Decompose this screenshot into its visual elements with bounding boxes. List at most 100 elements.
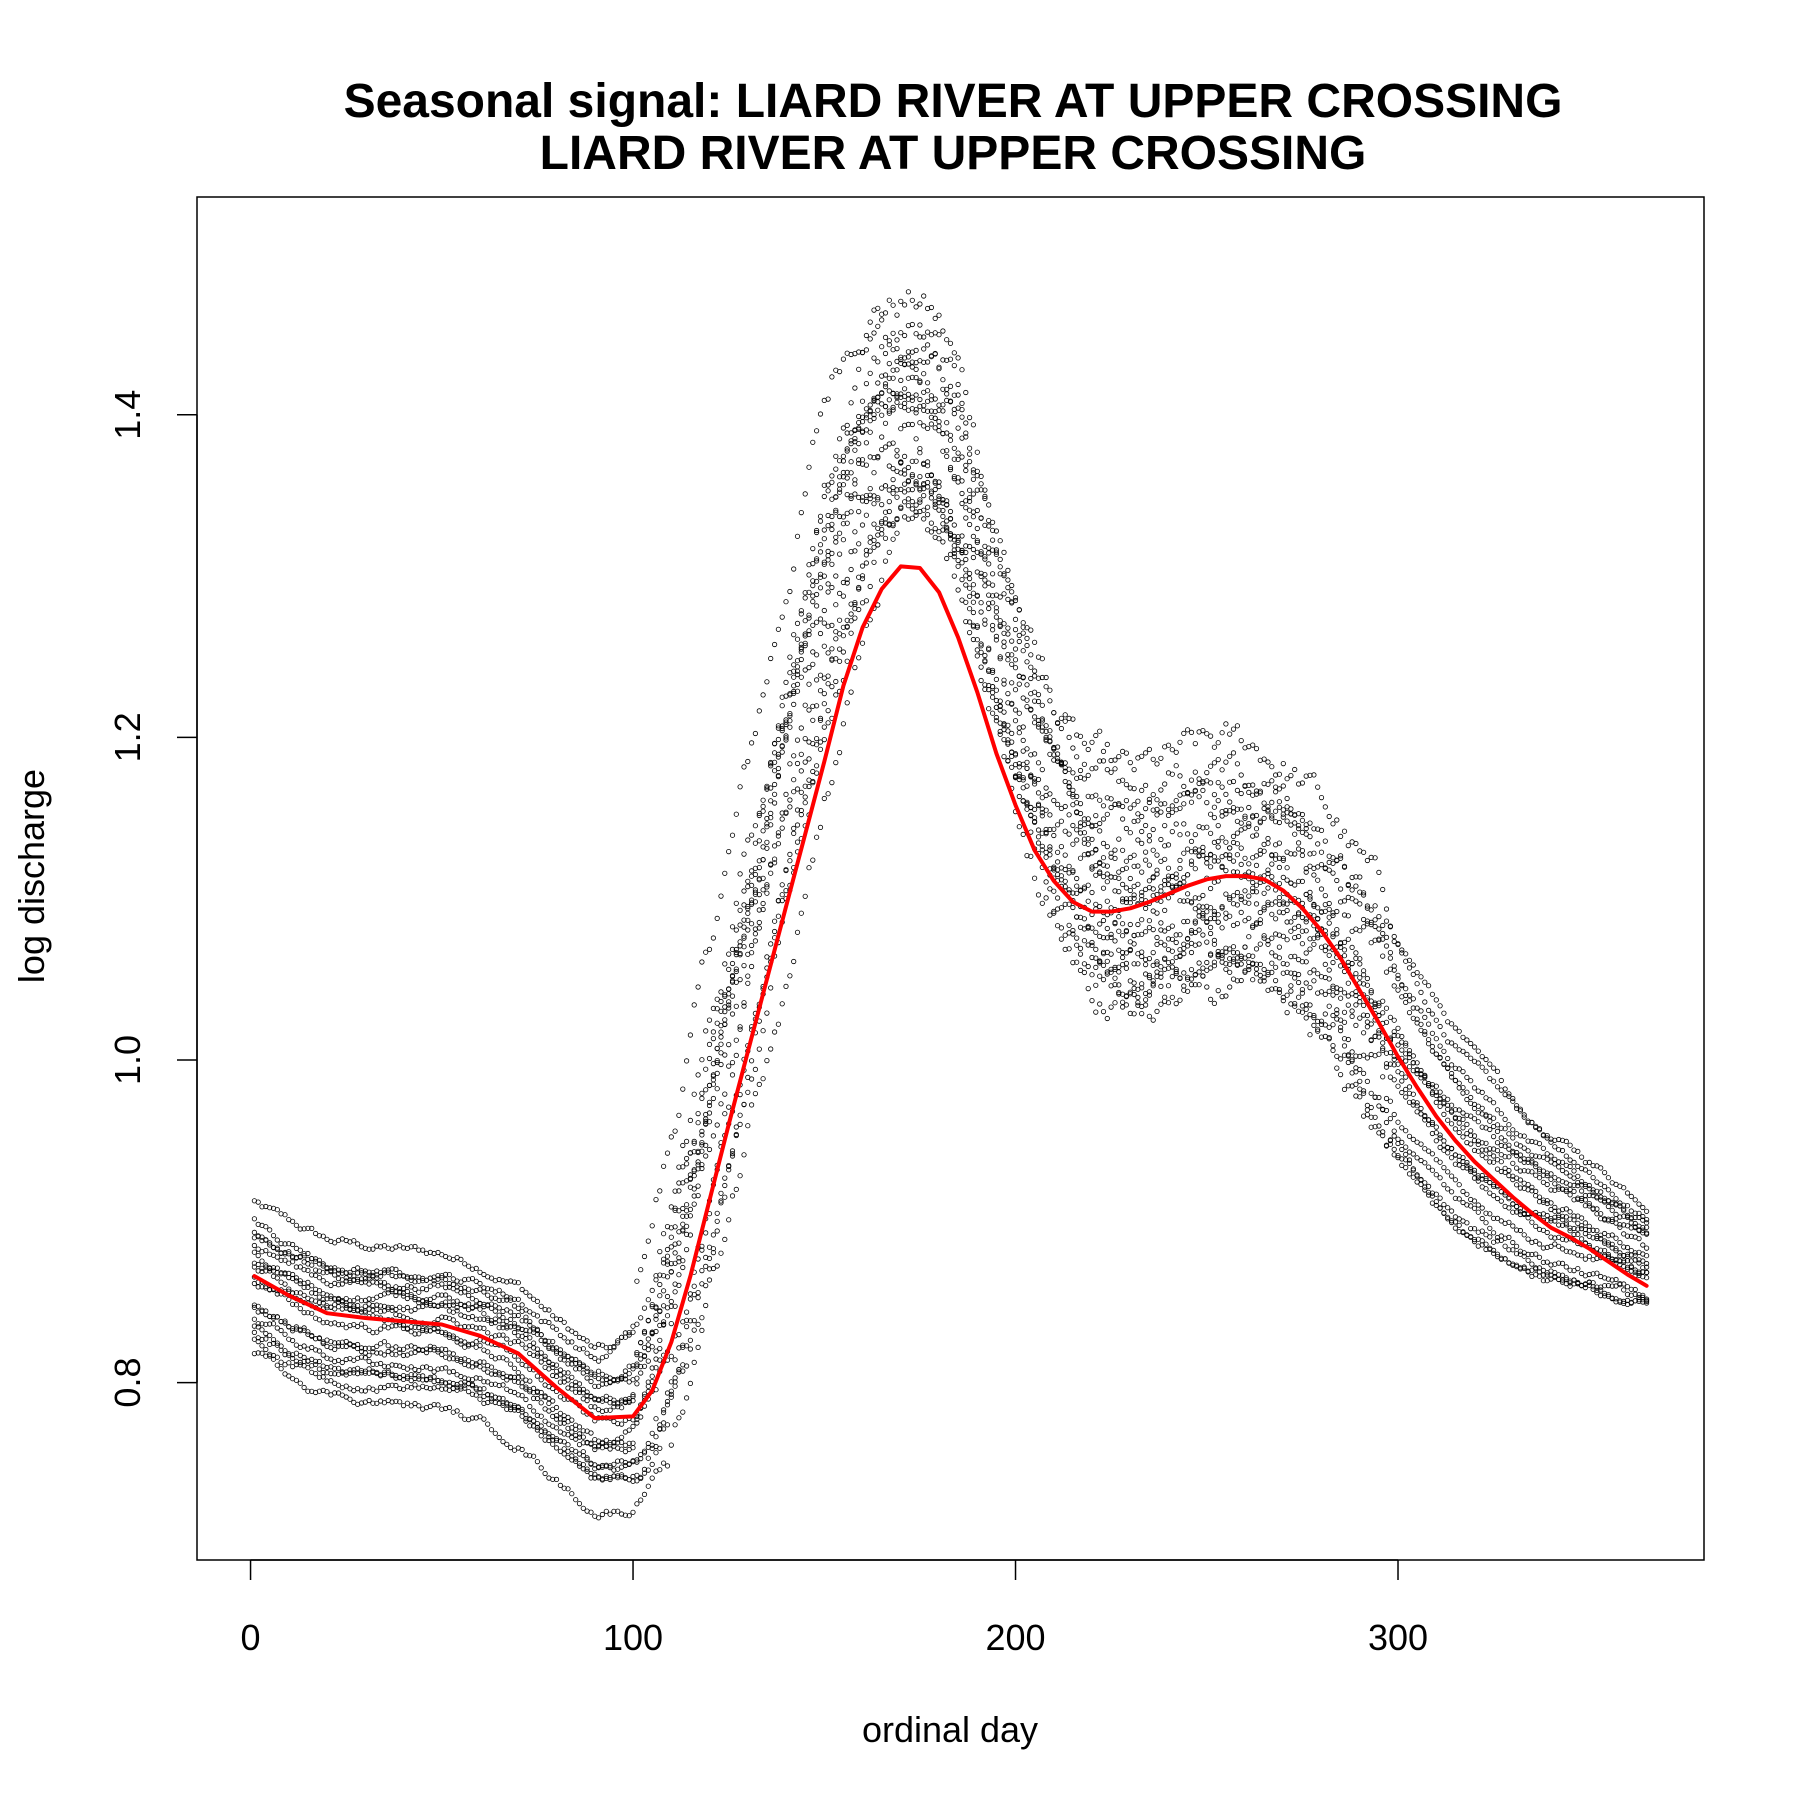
data-point — [393, 1266, 399, 1273]
data-point — [267, 1332, 273, 1339]
data-point — [959, 435, 965, 441]
data-point — [1104, 871, 1110, 877]
data-point — [913, 436, 919, 442]
data-point — [1414, 981, 1420, 987]
data-point — [408, 1324, 414, 1330]
data-point — [1586, 1253, 1592, 1259]
data-point — [1334, 989, 1340, 996]
data-point — [496, 1297, 502, 1304]
data-point — [592, 1446, 598, 1453]
data-point — [1582, 1183, 1589, 1190]
data-point — [1403, 1128, 1409, 1134]
data-point — [412, 1297, 418, 1303]
data-point — [1380, 998, 1386, 1004]
data-point — [844, 422, 850, 428]
data-point — [1590, 1163, 1596, 1169]
data-point — [408, 1244, 414, 1250]
data-point — [921, 293, 927, 299]
data-point — [393, 1292, 399, 1299]
data-point — [592, 1383, 598, 1389]
data-point — [1162, 781, 1168, 787]
data-point — [718, 1101, 724, 1107]
data-point — [1330, 870, 1336, 876]
data-point — [913, 366, 919, 372]
data-point — [1039, 718, 1045, 724]
data-point — [397, 1243, 403, 1249]
data-point — [959, 414, 965, 420]
data-point — [1081, 776, 1088, 782]
data-point — [1372, 923, 1378, 930]
data-point — [1238, 772, 1244, 778]
data-point — [538, 1303, 544, 1309]
data-point — [1131, 892, 1137, 898]
data-point — [1380, 1074, 1386, 1080]
data-point — [1253, 788, 1260, 794]
data-point — [1200, 892, 1206, 899]
data-point — [1104, 843, 1110, 850]
data-point — [848, 400, 854, 406]
data-point — [779, 725, 785, 732]
data-point — [1276, 799, 1283, 805]
data-point — [1143, 822, 1149, 829]
data-point — [966, 451, 973, 457]
data-point — [748, 882, 755, 889]
data-point — [328, 1293, 334, 1299]
data-point — [1100, 962, 1107, 969]
data-point — [1020, 695, 1026, 701]
data-point — [1364, 857, 1371, 864]
data-point — [1387, 1098, 1394, 1104]
data-point — [852, 529, 858, 535]
y-tick-label: 1.0 — [107, 1035, 148, 1085]
data-point — [1269, 852, 1275, 859]
data-point — [420, 1326, 426, 1332]
data-point — [1361, 892, 1367, 898]
data-point — [496, 1312, 502, 1318]
data-point — [699, 1090, 705, 1096]
data-point — [802, 491, 808, 497]
data-point — [1582, 1167, 1589, 1173]
data-point — [1116, 836, 1122, 842]
data-point — [1383, 906, 1390, 912]
data-point — [1028, 627, 1034, 633]
data-point — [1372, 903, 1378, 909]
data-point — [1556, 1164, 1562, 1170]
data-point — [657, 1293, 663, 1299]
data-point — [1399, 1078, 1405, 1084]
data-point — [1514, 1153, 1520, 1159]
data-point — [833, 602, 839, 608]
data-point — [706, 1146, 713, 1153]
data-point — [745, 878, 751, 884]
data-point — [546, 1319, 552, 1326]
data-point — [504, 1297, 510, 1303]
data-point — [970, 422, 977, 428]
data-point — [748, 950, 755, 956]
data-point — [1426, 1081, 1432, 1087]
data-point — [955, 381, 961, 388]
data-point — [710, 1095, 717, 1102]
data-point — [1345, 842, 1351, 849]
data-point — [312, 1272, 319, 1279]
data-point — [863, 598, 870, 604]
data-point — [871, 412, 877, 418]
data-point — [366, 1269, 372, 1275]
data-point — [924, 398, 931, 404]
data-point — [1158, 836, 1164, 843]
data-point — [1452, 1025, 1459, 1031]
data-point — [764, 890, 770, 896]
data-point — [940, 377, 946, 383]
data-point — [882, 350, 889, 357]
data-point — [791, 662, 797, 668]
data-point — [1609, 1191, 1615, 1197]
data-point — [580, 1336, 586, 1342]
data-point — [687, 1117, 694, 1124]
data-point — [1429, 1048, 1436, 1054]
data-point — [966, 458, 973, 465]
data-point — [817, 585, 824, 591]
data-point — [657, 1337, 663, 1343]
data-point — [741, 764, 747, 770]
data-point — [833, 534, 839, 540]
data-point — [871, 501, 877, 507]
data-point — [538, 1359, 544, 1365]
data-point — [1429, 1030, 1436, 1036]
data-point — [553, 1413, 560, 1419]
